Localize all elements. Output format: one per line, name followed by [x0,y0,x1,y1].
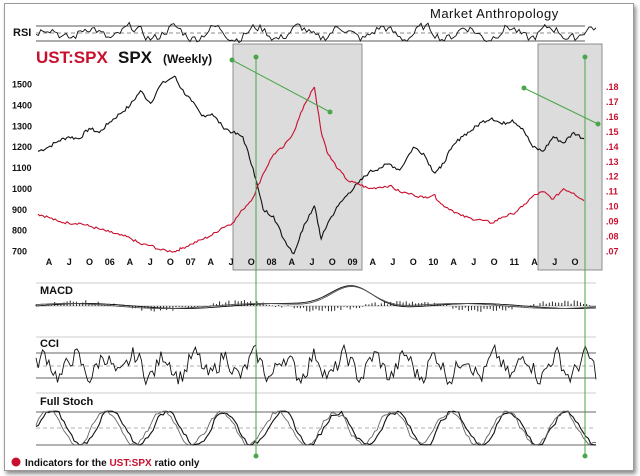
y-axis-right: .07 .08 .09 .10 .11 .12 .13 .14 .15 .16 .17 .18 [606,82,619,257]
series-line-3 [313,86,585,224]
highlight-box-2008 [232,43,363,271]
y-right-tick: .09 [606,217,619,227]
trend-point [595,121,601,127]
y-right-tick: .08 [606,232,619,242]
x-tick: 10 [428,257,438,267]
x-tick: J [148,257,153,267]
cci-label: CCI [40,338,59,350]
brand-label: Market Anthropology [430,6,559,21]
trend-point [229,57,235,63]
x-tick: J [390,257,395,267]
trend-point [327,109,333,115]
marker-point [582,453,588,459]
footnote-bullet-icon [11,457,21,467]
x-tick: J [67,257,72,267]
macd-signal-line [35,285,597,309]
y-left-tick: 1000 [12,184,32,194]
x-tick: O [491,257,498,267]
y-left-tick: 1100 [12,163,32,173]
title-period: (Weekly) [163,52,212,66]
y-right-tick: .15 [606,127,619,137]
footnote-post: ratio only [152,458,200,469]
y-axis-left: 700 800 900 1000 1100 1200 1300 1400 1500 [12,80,32,257]
stoch-d-line [35,410,597,446]
y-left-tick: 700 [12,247,27,257]
y-left-tick: 1300 [12,121,32,131]
x-tick: A [46,257,53,267]
x-tick: O [248,257,255,267]
title-ratio: UST:SPX [36,48,108,67]
rsi-label: RSI [13,27,31,39]
trend-line-2011 [523,87,599,125]
y-left-tick: 900 [12,205,27,215]
y-right-tick: .10 [606,202,619,212]
y-right-tick: .17 [606,97,619,107]
y-right-tick: .18 [606,82,619,92]
x-tick: J [229,257,234,267]
series-group [37,75,585,255]
x-tick: J [309,257,314,267]
x-tick: O [86,257,93,267]
footnote-pre: Indicators for the [25,458,109,469]
footnote: Indicators for the UST:SPX ratio only [25,458,200,469]
x-tick: A [208,257,215,267]
marker-point [253,453,259,459]
cci-line [35,343,597,386]
y-right-tick: .16 [606,112,619,122]
x-tick: 08 [266,257,276,267]
series-line-2 [313,117,585,241]
footnote-ratio: UST:SPX [109,458,152,469]
trend-line-2008 [231,59,331,113]
trend-point [521,85,527,91]
x-tick: A [450,257,457,267]
x-tick: 06 [105,257,115,267]
x-tick: O [410,257,417,267]
series-line-0 [37,75,315,255]
highlight-box-2011 [537,43,603,271]
x-tick: 07 [186,257,196,267]
x-axis: A J O 06 A J O 07 A J O 08 A J O 09 A J O 10 A J O 11 A J O [46,257,579,267]
series-line-1 [37,86,315,253]
y-right-tick: .14 [606,142,619,152]
y-left-tick: 1500 [12,80,32,90]
macd-label: MACD [40,285,73,297]
y-right-tick: .11 [606,187,618,197]
x-tick: A [369,257,376,267]
x-tick: J [471,257,476,267]
stoch-label: Full Stoch [40,396,93,408]
x-tick: A [127,257,134,267]
y-right-tick: .13 [606,157,619,167]
x-tick: O [571,257,578,267]
y-right-tick: .12 [606,172,619,182]
y-left-tick: 1400 [12,100,32,110]
x-tick: O [167,257,174,267]
x-tick: A [531,257,538,267]
y-left-tick: 1200 [12,142,32,152]
y-right-tick: .07 [606,247,619,257]
x-tick: O [329,257,336,267]
macd-line [35,285,597,309]
marker-point [253,54,259,60]
rsi-line [35,21,597,44]
marker-point [582,54,588,60]
x-tick: J [552,257,557,267]
x-tick: A [289,257,296,267]
title-index: SPX [118,48,153,67]
x-tick: 11 [510,257,520,267]
y-left-tick: 800 [12,226,27,236]
x-tick: 09 [347,257,357,267]
